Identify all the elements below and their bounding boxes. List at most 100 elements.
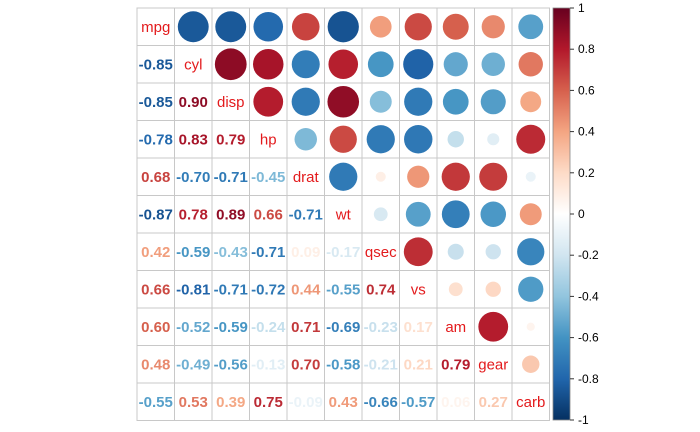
correlation-number: -0.81 [176,281,210,298]
grid-cell [399,345,438,384]
correlation-circle [516,124,546,154]
grid-cell [436,382,475,421]
correlation-circle [177,11,209,43]
colorbar-tick-label: 0 [578,207,585,221]
grid-cell [324,345,363,384]
correlation-circle [405,201,431,227]
correlation-circle [441,162,470,191]
correlation-number: 0.74 [366,281,396,298]
correlation-circle [367,51,394,78]
colorbar-tick-label: 0.2 [578,166,595,180]
correlation-circle [327,11,359,43]
correlation-number: 0.66 [254,206,283,223]
grid-cell [399,382,438,421]
correlation-circle [518,276,544,302]
correlation-number: 0.42 [141,244,170,261]
correlation-number: 0.21 [404,356,433,373]
correlation-number: -0.70 [176,169,210,186]
correlation-circle [447,131,464,148]
correlation-circle [329,125,357,153]
correlation-circle [478,311,509,342]
correlation-number: 0.68 [141,169,170,186]
correlation-circle [214,48,247,81]
correlation-circle [329,162,358,191]
correlation-circle [443,52,468,77]
grid-cell [361,307,400,346]
grid-cell [324,270,363,309]
colorbar-tick-label: 0.8 [578,42,595,56]
grid-cell [249,270,288,309]
grid-cell [324,382,363,421]
grid-cell [211,120,250,159]
correlation-circle [447,243,464,260]
correlation-circle [442,13,469,40]
correlation-circle [369,15,392,38]
correlation-number: -0.71 [214,169,248,186]
grid-cell [324,195,363,234]
grid-cell [249,195,288,234]
correlation-circle [518,52,543,77]
correlation-number: -0.59 [214,319,248,336]
correlation-number: -0.56 [214,356,248,373]
correlation-circle [448,282,463,297]
correlation-number: -0.69 [326,319,360,336]
grid-cell [511,382,550,421]
correlation-number: 0.83 [179,131,208,148]
correlation-number: 0.17 [404,319,433,336]
grid-cell [211,345,250,384]
correlation-number: -0.58 [326,356,360,373]
correlation-number: 0.44 [291,281,321,298]
correlation-circle [291,12,320,41]
correlation-number: -0.55 [139,394,173,411]
correlation-circle [253,11,284,42]
correlation-circle [252,48,284,80]
diagonal-label: wt [335,206,352,223]
grid-cell [136,157,175,196]
correlation-circle [404,13,432,41]
grid-cell [174,382,213,421]
correlation-circle [404,87,433,116]
correlation-number: -0.78 [139,131,173,148]
correlation-circle [520,91,542,113]
colorbar-tick-label: -0.4 [578,289,599,303]
grid-cell [174,232,213,271]
correlation-circle [403,237,433,267]
grid-cell [211,307,250,346]
correlation-number: -0.59 [176,244,210,261]
correlation-number: 0.06 [441,394,470,411]
grid-cell [249,120,288,159]
diagonal-label: drat [293,169,320,186]
correlation-circle [526,322,535,331]
grid-cell [249,157,288,196]
correlation-number: -0.71 [251,244,285,261]
correlation-number: 0.71 [291,319,320,336]
colorbar-tick-label: 1 [578,1,585,15]
grid-cell [174,270,213,309]
grid-cell [211,157,250,196]
correlation-circle [481,52,505,76]
correlation-circle [328,49,359,80]
grid-cell [324,232,363,271]
colorbar-tick-label: -1 [578,413,589,427]
correlation-number: 0.53 [179,394,208,411]
correlation-circle [291,87,320,116]
diagonal-label: cyl [184,56,202,73]
colorbar-tick-label: -0.2 [578,248,599,262]
correlation-number: 0.79 [441,356,470,373]
grid-cell [399,270,438,309]
grid-cell [136,7,175,46]
correlation-circle [373,207,388,222]
correlation-number: -0.52 [176,319,210,336]
colorbar-tick-label: -0.6 [578,331,599,345]
correlation-circle [291,50,320,79]
correlation-circle [375,171,386,182]
correlation-circle [525,171,536,182]
correlation-number: -0.72 [251,281,285,298]
correlation-number: 0.89 [216,206,245,223]
correlation-number: 0.48 [141,356,170,373]
grid-cell [136,382,175,421]
grid-cell [511,45,550,84]
correlation-number: -0.87 [139,206,173,223]
correlation-circle [403,49,434,80]
